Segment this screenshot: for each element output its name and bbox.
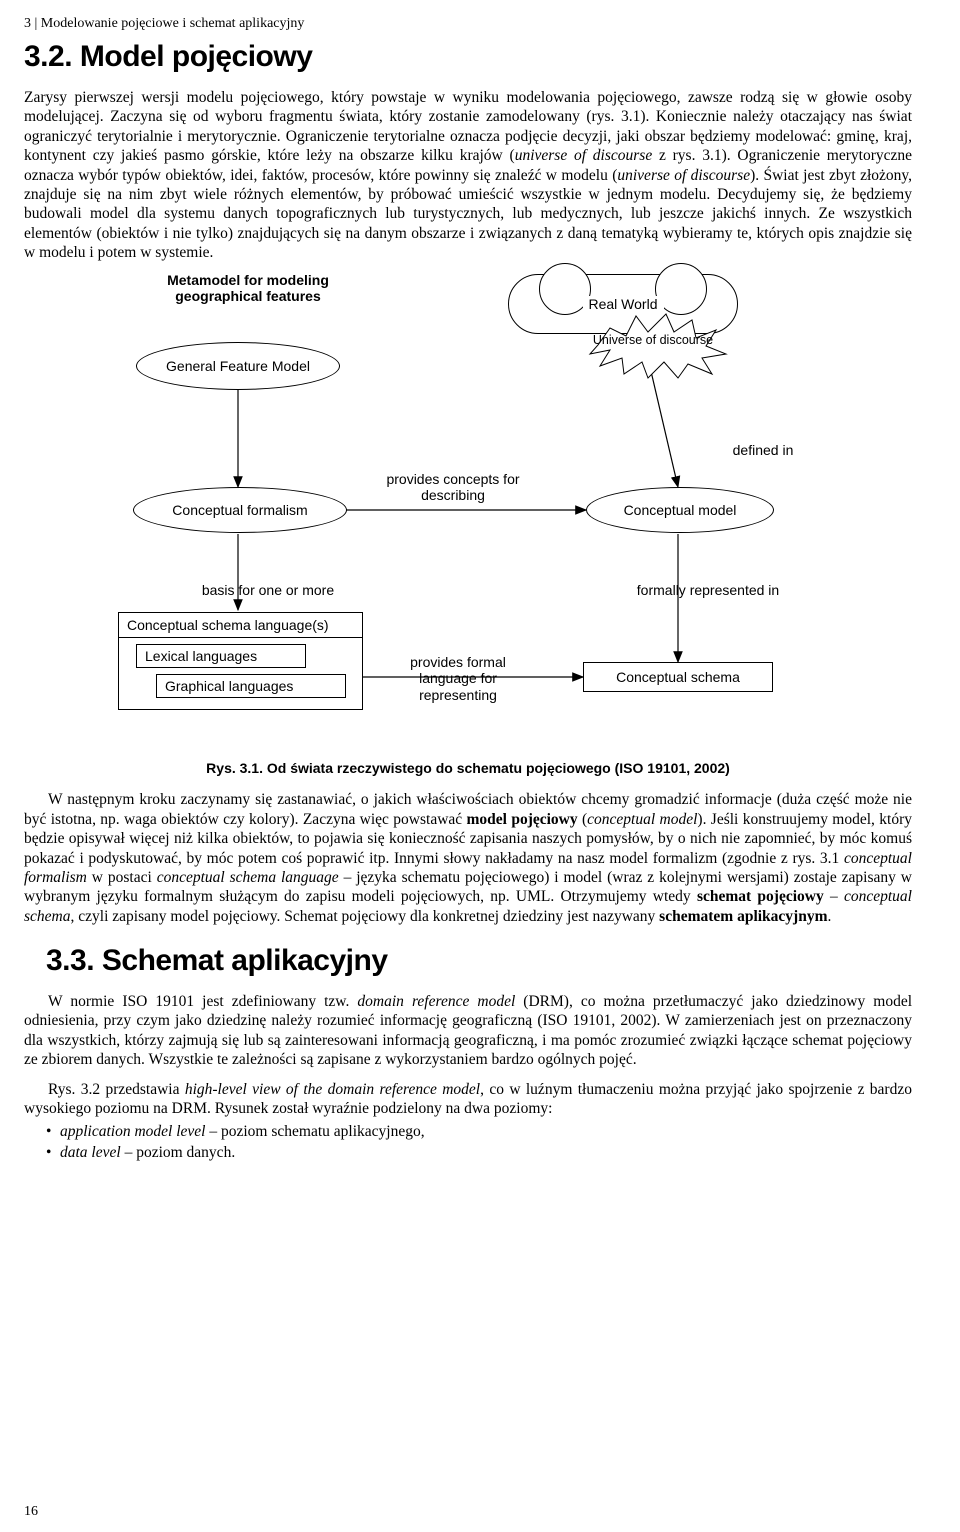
p1-i2: universe of discourse (617, 167, 750, 184)
bullet-1: application model level – poziom schemat… (46, 1122, 912, 1143)
section-3-3-title: 3.3. Schemat aplikacyjny (46, 944, 912, 978)
p2-g: , czyli zapisany model pojęciowy. Schema… (71, 908, 660, 925)
p2-i1: conceptual model (587, 811, 697, 828)
universe-label: Universe of discourse (593, 334, 713, 348)
metamodel-title: Metamodel for modeling geographical feat… (138, 272, 358, 304)
section-3-2-title: 3.2. Model pojęciowy (24, 40, 912, 74)
real-world-label: Real World (583, 296, 664, 312)
p2-b1: model pojęciowy (467, 811, 578, 828)
p2-f: – (824, 888, 844, 905)
lexical-box: Lexical languages (136, 644, 306, 668)
bullet-2: data level – poziom danych. (46, 1143, 912, 1164)
formally-label: formally represented in (618, 582, 798, 598)
csl-box: Conceptual schema language(s) (118, 612, 363, 638)
p2-h: . (828, 908, 832, 925)
p2-b2: schemat pojęciowy (697, 888, 824, 905)
conceptual-schema-box: Conceptual schema (583, 662, 773, 692)
paragraph-1: Zarysy pierwszej wersji modelu pojęciowe… (24, 88, 912, 262)
b1-t: – poziom schematu aplikacyjnego, (206, 1123, 425, 1140)
bullet-list: application model level – poziom schemat… (46, 1122, 912, 1164)
p3-a: W normie ISO 19101 jest zdefiniowany tzw… (48, 993, 357, 1010)
p2-b: ( (578, 811, 588, 828)
b2-i: data level (60, 1144, 121, 1161)
figure-3-1-diagram: Metamodel for modeling geographical feat… (78, 272, 858, 752)
paragraph-3: W normie ISO 19101 jest zdefiniowany tzw… (24, 992, 912, 1070)
page-number: 16 (24, 1504, 38, 1520)
provides-concepts-label: provides concepts for describing (378, 472, 528, 503)
defined-in-label: defined in (718, 442, 808, 458)
b1-i: application model level (60, 1123, 206, 1140)
paragraph-4: Rys. 3.2 przedstawia high-level view of … (24, 1080, 912, 1119)
p2-b3: schematem aplikacyjnym (659, 908, 827, 925)
basis-label: basis for one or more (188, 582, 348, 598)
figure-caption: Rys. 3.1. Od świata rzeczywistego do sch… (24, 760, 912, 776)
p4-a: Rys. 3.2 przedstawia (48, 1081, 185, 1098)
provides-formal-label: provides formal language for representin… (388, 654, 528, 702)
b2-t: – poziom danych. (121, 1144, 236, 1161)
p2-i3: conceptual schema language (157, 869, 339, 886)
p2-d: w postaci (87, 869, 157, 886)
p1-i1: universe of discourse (515, 147, 653, 164)
p3-i1: domain reference model (357, 993, 515, 1010)
p4-i1: high-level view of the domain reference … (185, 1081, 480, 1098)
graphical-box: Graphical languages (156, 674, 346, 698)
paragraph-2: W następnym kroku zaczynamy się zastanaw… (24, 790, 912, 926)
page-header: 3 | Modelowanie pojęciowe i schemat apli… (24, 16, 912, 32)
